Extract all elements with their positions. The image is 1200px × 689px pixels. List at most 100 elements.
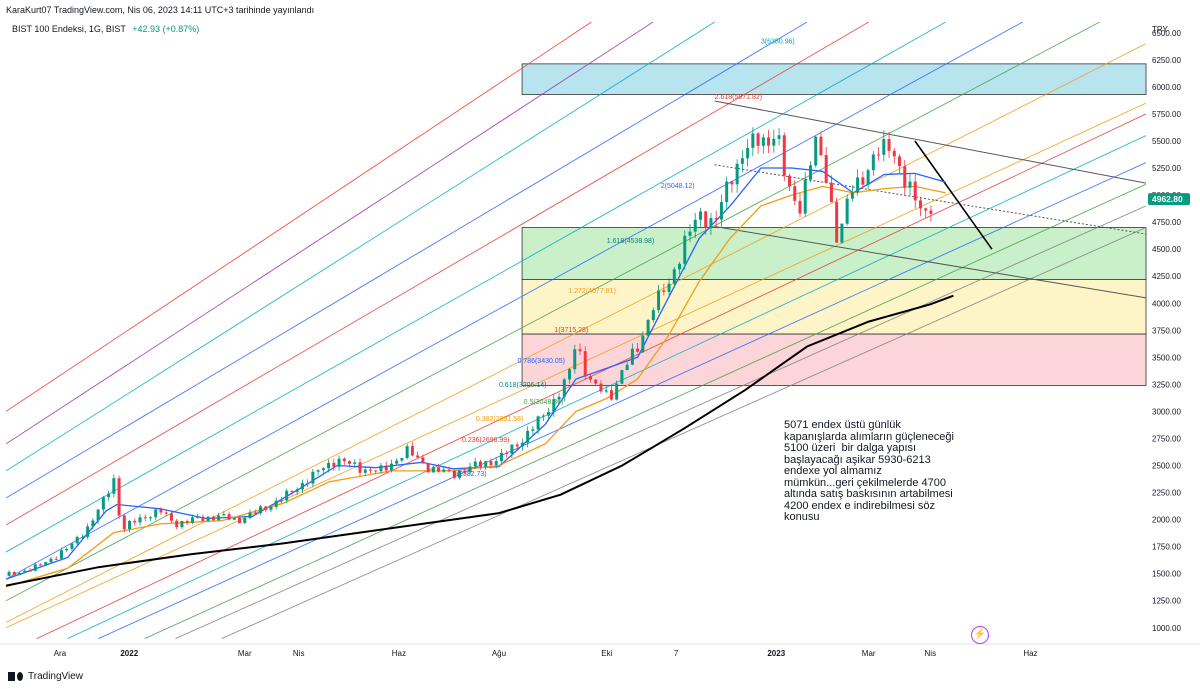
candle-body — [793, 186, 797, 201]
top-bar: KaraKurt07 TradingView.com, Nis 06, 2023… — [0, 0, 1200, 20]
candle-body — [767, 137, 771, 146]
candle-body — [80, 536, 84, 538]
candle-body — [777, 135, 781, 139]
candle-body — [520, 442, 524, 447]
candle-body — [892, 150, 896, 157]
candle-body — [808, 165, 812, 180]
candle-body — [164, 512, 168, 514]
chart-legend[interactable]: BIST 100 Endeksi, 1G, BIST +42.93 (+0.87… — [12, 24, 199, 34]
fib-label-3: 1.618(4538.98) — [607, 238, 654, 245]
trendline-layer — [714, 100, 1146, 299]
y-tick-label: 4500.00 — [1152, 245, 1181, 254]
candle-body — [730, 181, 734, 185]
y-tick-label: 2250.00 — [1152, 489, 1181, 498]
candle-body — [133, 520, 137, 523]
candle-body — [798, 200, 802, 214]
candle-body — [494, 461, 498, 465]
candle-body — [887, 139, 891, 151]
candle-body — [379, 465, 383, 472]
fan-line-2 — [6, 22, 715, 472]
candle-body — [850, 192, 854, 199]
candle-body — [578, 349, 582, 352]
fan-layer — [6, 22, 1146, 640]
candle-body — [300, 483, 304, 490]
candle-body — [217, 515, 221, 521]
y-tick-label: 3750.00 — [1152, 326, 1181, 335]
candle-body — [562, 379, 566, 397]
last-price-label: 4962.80 — [1152, 194, 1183, 204]
zone-1 — [521, 227, 1147, 280]
candle-body — [384, 465, 388, 471]
fib-label-2: 2(5048.12) — [661, 183, 695, 190]
series-ma-fast — [6, 167, 946, 580]
candle-body — [478, 461, 482, 467]
candle-body — [75, 537, 79, 544]
x-tick-label: 2022 — [120, 649, 138, 658]
trend-line-2 — [714, 164, 1146, 235]
candle-body — [604, 390, 608, 392]
trend-line-1 — [714, 225, 1146, 299]
candle-body — [898, 156, 902, 167]
candle-body — [33, 564, 37, 571]
candle-body — [348, 461, 352, 464]
x-tick-label: 2023 — [767, 649, 785, 658]
candle-body — [442, 469, 446, 472]
candle-body — [426, 463, 430, 473]
candle-body — [594, 379, 598, 384]
candle-body — [588, 376, 592, 380]
candle-body — [824, 155, 828, 183]
candle-body — [515, 444, 519, 447]
candle-body — [499, 452, 503, 462]
fib-label-1: 2.618(5871.82) — [715, 94, 762, 101]
candle-body — [337, 458, 341, 467]
tradingview-logo[interactable]: TradingView — [8, 671, 83, 682]
candle-body — [678, 263, 682, 270]
candle-body — [489, 461, 493, 465]
fan-line-4 — [6, 22, 869, 526]
x-tick-label: Nis — [293, 649, 305, 658]
candle-body — [107, 493, 111, 498]
alert-bolt-icon[interactable]: ⚡ — [971, 626, 989, 644]
candle-body — [201, 516, 205, 521]
y-tick-label: 3000.00 — [1152, 407, 1181, 416]
candle-body — [657, 290, 661, 311]
candle-body — [609, 390, 613, 400]
candle-body — [306, 483, 310, 485]
currency-label: TRY — [1152, 25, 1169, 34]
candle-body — [211, 516, 215, 521]
zone-3 — [521, 333, 1147, 386]
candle-body — [128, 520, 132, 530]
candle-body — [342, 458, 346, 462]
price-chart[interactable]: 3(6380.96) 2.618(5871.82) 2(5048.12) 1.618(… — [0, 0, 1200, 665]
candle-body — [630, 348, 634, 365]
candle-body — [143, 517, 147, 519]
candle-body — [615, 383, 619, 400]
candle-body — [641, 335, 645, 352]
candle-body — [389, 463, 393, 471]
candle-body — [704, 211, 708, 228]
candle-body — [740, 158, 744, 164]
candle-body — [709, 218, 713, 228]
candle-body — [395, 460, 399, 464]
y-tick-label: 2500.00 — [1152, 462, 1181, 471]
y-tick-label: 1000.00 — [1152, 624, 1181, 633]
candle-body — [169, 513, 173, 521]
candle-body — [410, 446, 414, 456]
y-tick-label: 1500.00 — [1152, 570, 1181, 579]
candle-body — [117, 478, 121, 516]
candle-body — [756, 133, 760, 146]
candle-body — [39, 564, 43, 566]
fib-label-10: 0.236(2696.99) — [462, 437, 509, 444]
fan-line-13 — [144, 183, 1146, 640]
symbol-name[interactable]: BIST 100 Endeksi, 1G, BIST — [12, 24, 126, 34]
candle-body — [59, 550, 63, 559]
fan-line-11 — [67, 135, 1146, 639]
x-axis: Ara 2022 Mar Nis Haz Ağu Eki 7 2023 Mar Nis Haz — [0, 643, 1200, 658]
candle-body — [725, 181, 729, 203]
fib-label-4: 1.272(4077.81) — [568, 288, 615, 295]
fan-line-3 — [6, 22, 808, 499]
series-ma-mid — [6, 185, 946, 588]
candle-body — [772, 138, 776, 146]
candle-body — [180, 521, 184, 528]
y-tick-label: 2750.00 — [1152, 434, 1181, 443]
